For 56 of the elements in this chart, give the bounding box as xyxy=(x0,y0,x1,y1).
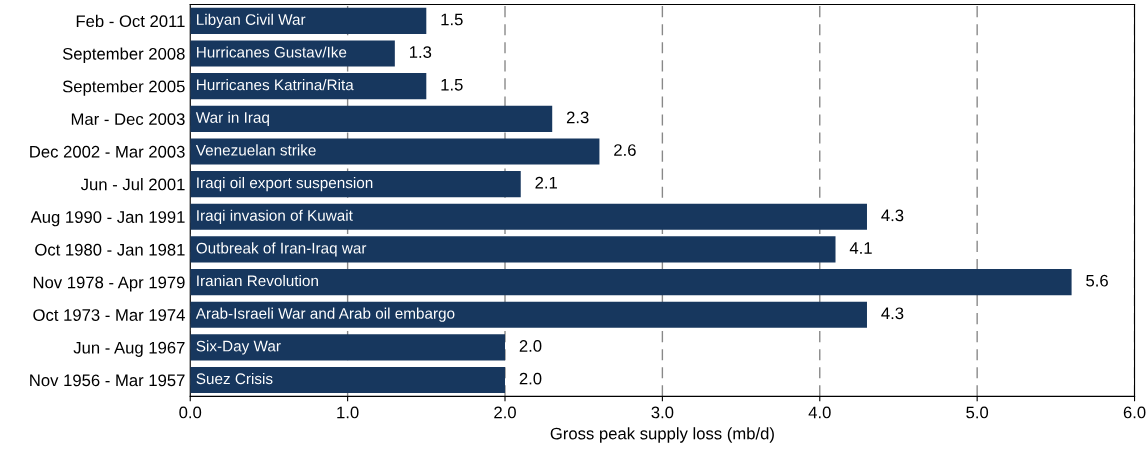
annotation: Hurricanes Gustav/Ike xyxy=(197,46,347,58)
y-tick-label: Feb - Oct 2011 xyxy=(76,14,185,28)
data-label: 1.5 xyxy=(441,13,463,26)
data-label: 2.0 xyxy=(519,372,542,385)
data-label: 1.5 xyxy=(441,79,463,91)
y-tick-label: Jun - Jul 2001 xyxy=(80,178,185,191)
bar xyxy=(190,269,1072,296)
x-tick-label: 2.0 xyxy=(494,406,516,419)
bar xyxy=(190,105,553,132)
bar xyxy=(190,334,505,361)
annotation: Suez Crisis xyxy=(196,372,273,385)
y-tick-label: Jun - Aug 1967 xyxy=(73,341,185,357)
bar xyxy=(190,73,427,100)
x-tick-label: 4.0 xyxy=(808,406,831,419)
data-label: 2.3 xyxy=(566,111,589,124)
data-label: 2.1 xyxy=(535,176,557,189)
bar xyxy=(190,366,505,394)
bar xyxy=(190,203,867,230)
bar xyxy=(190,301,867,328)
bar xyxy=(190,171,521,198)
x-tick-label: 0.0 xyxy=(179,406,202,419)
x-tick-label: 6.0 xyxy=(1123,406,1146,419)
annotation: Hurricanes Katrina/Rita xyxy=(197,79,354,91)
x-axis-title: Gross peak supply loss (mb/d) xyxy=(550,427,774,443)
bar xyxy=(190,138,600,165)
y-tick-label: September 2008 xyxy=(62,47,185,64)
annotation: Outbreak of Iran-Iraq war xyxy=(196,242,367,257)
y-tick-label: Nov 1956 - Mar 1957 xyxy=(30,374,185,387)
annotation: Venezuelan strike xyxy=(195,144,316,156)
annotation: Six-Day War xyxy=(196,340,281,355)
y-tick-label: Oct 1980 - Jan 1981 xyxy=(35,243,185,256)
bar xyxy=(190,236,836,263)
annotation: Iraqi oil export suspension xyxy=(197,177,373,192)
y-tick-label: Mar - Dec 2003 xyxy=(71,113,185,126)
bar xyxy=(190,7,427,34)
y-tick-label: September 2005 xyxy=(62,80,185,96)
x-tick-label: 1.0 xyxy=(337,406,359,419)
data-label: 2.0 xyxy=(519,340,542,352)
y-tick-label: Aug 1990 - Jan 1991 xyxy=(30,211,185,227)
data-label: 4.3 xyxy=(881,209,904,222)
data-label: 4.1 xyxy=(849,242,872,254)
y-tick-label: Dec 2002 - Mar 2003 xyxy=(30,145,185,158)
annotation: War in Iraq xyxy=(195,111,269,126)
data-label: 1.3 xyxy=(409,46,432,58)
y-tick-label: Oct 1973 - Mar 1974 xyxy=(33,309,185,321)
data-label: 4.3 xyxy=(881,307,904,320)
x-tick-label: 5.0 xyxy=(966,406,989,419)
annotation: Arab-Israeli War and Arab oil embargo xyxy=(195,307,455,322)
bar xyxy=(190,40,395,67)
data-label: 5.6 xyxy=(1086,274,1108,287)
annotation: Iranian Revolution xyxy=(197,274,318,287)
y-tick-label: Nov 1978 - Apr 1979 xyxy=(33,276,185,292)
annotation: Libyan Civil War xyxy=(197,13,306,28)
data-label: 2.6 xyxy=(614,144,636,156)
annotation: Iraqi invasion of Kuwait xyxy=(197,209,353,224)
x-tick-label: 3.0 xyxy=(651,406,674,419)
